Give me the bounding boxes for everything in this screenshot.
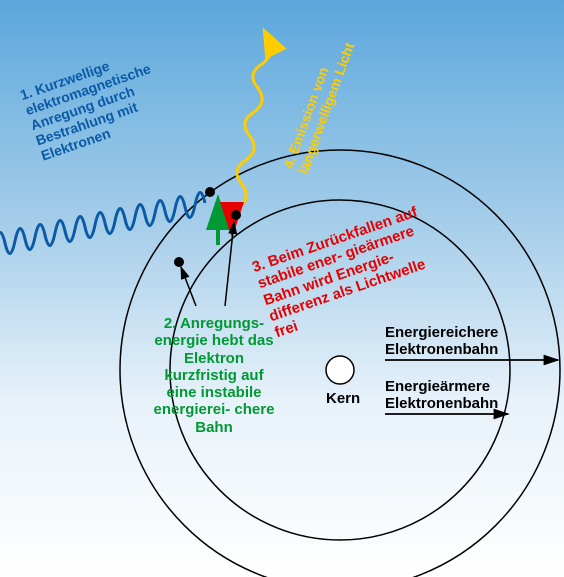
pointer-to-e3 — [225, 222, 234, 306]
electron-outer — [205, 187, 215, 197]
inner-orbit-label: Energieärmere Elektronenbahn — [385, 378, 498, 413]
emission-wave — [237, 38, 271, 208]
outer-orbit-label-l1: Energiereichere — [385, 324, 498, 341]
step2-label: 2. Anregungs- energie hebt das Elektron … — [148, 315, 280, 436]
outer-orbit-label: Energiereichere Elektronenbahn — [385, 324, 498, 359]
incoming-wave — [0, 192, 205, 253]
pointer-to-e1 — [181, 267, 196, 306]
nucleus-label: Kern — [326, 390, 360, 407]
diagram-stage: { "canvas":{"w":564,"h":577,"bg_top":"#5… — [0, 0, 564, 577]
outer-orbit-label-l2: Elektronenbahn — [385, 341, 498, 358]
inner-orbit-label-l1: Energieärmere — [385, 378, 490, 395]
electron-outer2 — [231, 210, 241, 220]
electron-inner — [174, 257, 184, 267]
nucleus — [326, 356, 354, 384]
inner-orbit-label-l2: Elektronenbahn — [385, 395, 498, 412]
